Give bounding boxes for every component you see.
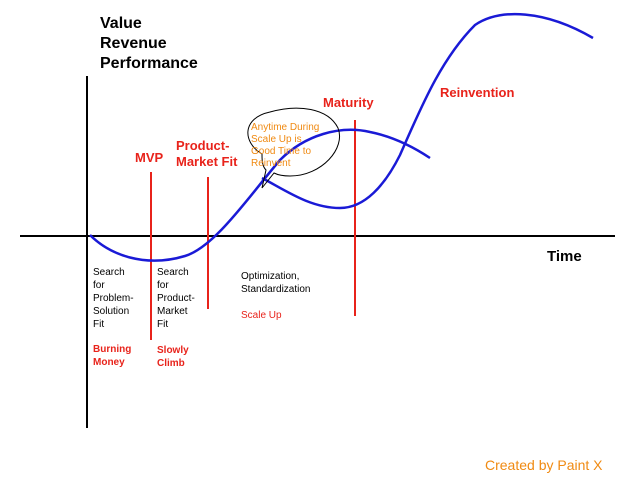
credit-text: Created by Paint X: [485, 457, 603, 473]
phase1-status: Burning Money: [93, 343, 131, 369]
phase1-description-line: Solution: [93, 306, 130, 317]
phase2-description: Search for Product- Market Fit: [157, 266, 195, 331]
phase2-status: Slowly Climb: [157, 344, 189, 370]
callout-text-line: Anytime During: [251, 122, 320, 133]
phase1-description-line: for: [93, 280, 105, 291]
phase2-description-line: Product-: [157, 293, 195, 304]
callout-text: Anytime During Scale Up is Good Time to …: [251, 122, 319, 170]
phase2-status-line: Climb: [157, 358, 185, 369]
phase1-status-line: Money: [93, 357, 125, 368]
phase3-status: Scale Up: [241, 309, 282, 322]
product-market-fit-label-line: Market Fit: [176, 154, 238, 169]
reinvention-label: Reinvention: [440, 85, 515, 100]
phase1-description: Search for Problem- Solution Fit: [93, 266, 134, 331]
phase3-description-line: Optimization,: [241, 271, 300, 282]
mvp-label: MVP: [135, 150, 164, 165]
reinvention-curve: [261, 12, 594, 210]
product-market-fit-label: Product- Market Fit: [176, 138, 237, 170]
callout-text-line: Reinvent: [251, 158, 291, 169]
phase1-status-line: Burning: [93, 344, 132, 355]
phase1-description-line: Problem-: [93, 293, 134, 304]
product-market-fit-label-line: Product-: [176, 138, 230, 153]
phase2-description-line: for: [157, 280, 169, 291]
callout-bubble: [247, 107, 340, 189]
x-axis-title: Time: [547, 248, 582, 265]
phase1-description-line: Fit: [93, 319, 105, 330]
phase3-description-line: Standardization: [241, 284, 311, 295]
callout-text-line: Scale Up is: [251, 134, 302, 145]
phase3-status-line: Scale Up: [241, 310, 282, 321]
first-growth-curve: [89, 128, 431, 262]
phase3-description: Optimization, Standardization: [241, 270, 311, 296]
callout-text-line: Good Time to: [251, 146, 312, 157]
y-axis-title-line: Performance: [100, 55, 198, 72]
y-axis-title: Value Revenue Performance: [100, 14, 198, 74]
phase1-description-line: Search: [93, 267, 125, 278]
y-axis-title-line: Revenue: [100, 35, 167, 52]
maturity-label: Maturity: [323, 95, 374, 110]
phase2-description-line: Market: [157, 306, 188, 317]
y-axis-title-line: Value: [100, 15, 142, 32]
phase2-status-line: Slowly: [157, 345, 189, 356]
phase2-description-line: Fit: [157, 319, 169, 330]
phase2-description-line: Search: [157, 267, 189, 278]
